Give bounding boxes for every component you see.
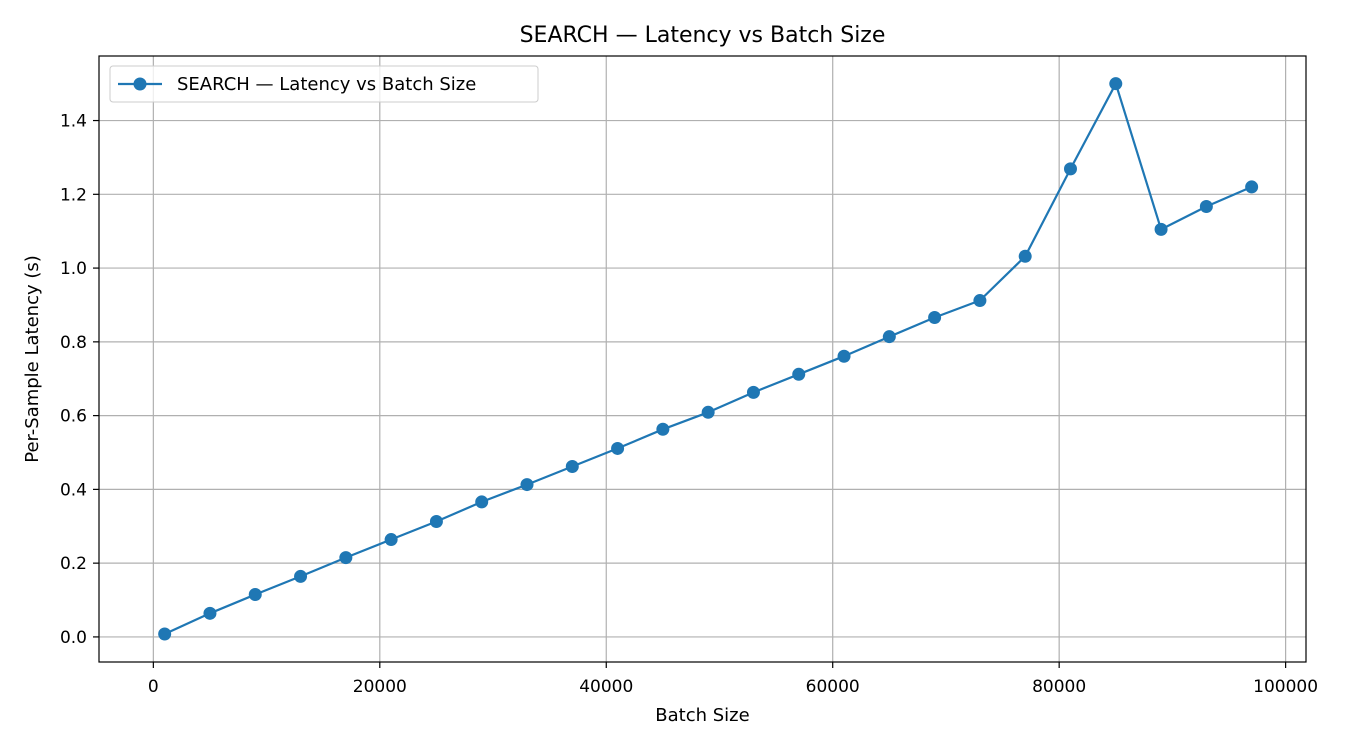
y-tick-label: 1.0 (60, 259, 87, 279)
x-tick-label: 80000 (1032, 677, 1086, 697)
y-tick-label: 1.4 (60, 112, 87, 132)
data-point (475, 495, 489, 509)
x-axis-ticks: 0 20000 40000 60000 80000 100000 (148, 662, 1318, 697)
series-layer (158, 77, 1259, 641)
data-point (339, 551, 353, 565)
data-point (384, 533, 398, 547)
data-point (158, 627, 172, 641)
data-point (1245, 180, 1259, 194)
legend: SEARCH — Latency vs Batch Size (109, 65, 539, 103)
data-point (792, 367, 806, 381)
x-axis-label: Batch Size (655, 705, 749, 726)
data-point (294, 569, 308, 583)
x-tick-label: 40000 (579, 677, 633, 697)
data-point (701, 405, 715, 419)
legend-box (109, 65, 539, 103)
y-tick-label: 0.6 (60, 407, 87, 427)
data-point (1109, 77, 1123, 91)
data-point (1199, 199, 1213, 213)
data-point (746, 385, 760, 399)
data-point (203, 606, 217, 620)
x-tick-label: 60000 (806, 677, 860, 697)
y-tick-label: 0.4 (60, 480, 87, 500)
y-axis-label: Per-Sample Latency (s) (22, 255, 43, 463)
data-point (973, 294, 987, 308)
data-point (248, 588, 262, 602)
data-point (429, 514, 443, 528)
y-tick-label: 0.0 (60, 628, 87, 648)
data-point (1018, 249, 1032, 263)
data-point (837, 349, 851, 363)
x-tick-label: 100000 (1253, 677, 1318, 697)
y-tick-label: 1.2 (60, 185, 87, 205)
legend-marker-swatch (133, 77, 147, 91)
data-point (520, 478, 534, 492)
y-axis-ticks: 0.0 0.2 0.4 0.6 0.8 1.0 1.2 1.4 (60, 112, 99, 648)
plot-frame (98, 55, 1307, 663)
data-point (882, 330, 896, 344)
data-point (928, 311, 942, 325)
grid (99, 56, 1306, 662)
data-point (1154, 222, 1168, 236)
data-point (656, 422, 670, 436)
data-point (565, 460, 579, 474)
legend-entry-label: SEARCH — Latency vs Batch Size (177, 74, 476, 95)
data-point (1063, 162, 1077, 176)
y-tick-label: 0.2 (60, 554, 87, 574)
y-tick-label: 0.8 (60, 333, 87, 353)
x-tick-label: 20000 (353, 677, 407, 697)
data-point (611, 441, 625, 455)
x-tick-label: 0 (148, 677, 159, 697)
chart-title: SEARCH — Latency vs Batch Size (520, 23, 886, 48)
